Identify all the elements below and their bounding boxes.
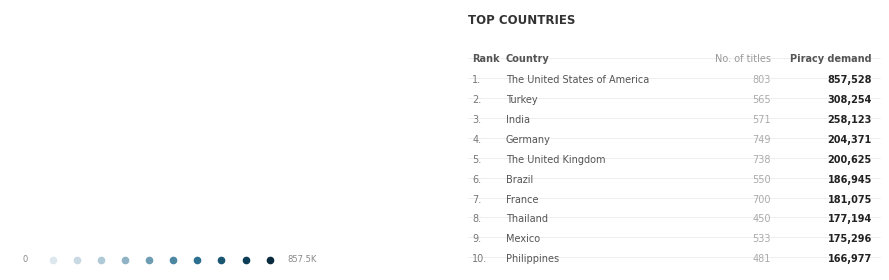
Text: No. of titles: No. of titles <box>715 54 771 64</box>
Text: 857,528: 857,528 <box>828 75 872 85</box>
Text: 8.: 8. <box>472 214 481 225</box>
Text: 4.: 4. <box>472 135 481 145</box>
Text: 803: 803 <box>752 75 771 85</box>
Text: 0: 0 <box>22 255 28 264</box>
Text: Thailand: Thailand <box>506 214 548 225</box>
Text: Germany: Germany <box>506 135 550 145</box>
Text: 533: 533 <box>752 234 771 244</box>
Text: 9.: 9. <box>472 234 481 244</box>
Text: 700: 700 <box>752 195 771 205</box>
Text: Turkey: Turkey <box>506 95 537 105</box>
Text: TOP COUNTRIES: TOP COUNTRIES <box>468 14 575 27</box>
Text: 738: 738 <box>752 155 771 165</box>
Text: 565: 565 <box>752 95 771 105</box>
Text: 177,194: 177,194 <box>828 214 872 225</box>
Text: 6.: 6. <box>472 175 481 185</box>
Text: 308,254: 308,254 <box>828 95 872 105</box>
Text: 1.: 1. <box>472 75 481 85</box>
Text: 571: 571 <box>752 115 771 125</box>
Text: 481: 481 <box>752 254 771 264</box>
Text: 5.: 5. <box>472 155 481 165</box>
Text: India: India <box>506 115 530 125</box>
Text: 749: 749 <box>752 135 771 145</box>
Text: Brazil: Brazil <box>506 175 533 185</box>
Text: Mexico: Mexico <box>506 234 540 244</box>
Text: 186,945: 186,945 <box>828 175 872 185</box>
Text: Rank: Rank <box>472 54 500 64</box>
Text: 10.: 10. <box>472 254 487 264</box>
Text: 258,123: 258,123 <box>828 115 872 125</box>
Text: 857.5K: 857.5K <box>287 255 316 264</box>
Text: 166,977: 166,977 <box>828 254 872 264</box>
Text: 200,625: 200,625 <box>828 155 872 165</box>
Text: The United States of America: The United States of America <box>506 75 649 85</box>
Text: 450: 450 <box>752 214 771 225</box>
Text: 2.: 2. <box>472 95 481 105</box>
Text: Philippines: Philippines <box>506 254 559 264</box>
Text: The United Kingdom: The United Kingdom <box>506 155 605 165</box>
Text: 3.: 3. <box>472 115 481 125</box>
Text: France: France <box>506 195 538 205</box>
Text: 550: 550 <box>752 175 771 185</box>
Text: 181,075: 181,075 <box>828 195 872 205</box>
Text: 7.: 7. <box>472 195 481 205</box>
Text: 204,371: 204,371 <box>828 135 872 145</box>
Text: Piracy demand: Piracy demand <box>790 54 872 64</box>
Text: 175,296: 175,296 <box>828 234 872 244</box>
Text: Country: Country <box>506 54 549 64</box>
